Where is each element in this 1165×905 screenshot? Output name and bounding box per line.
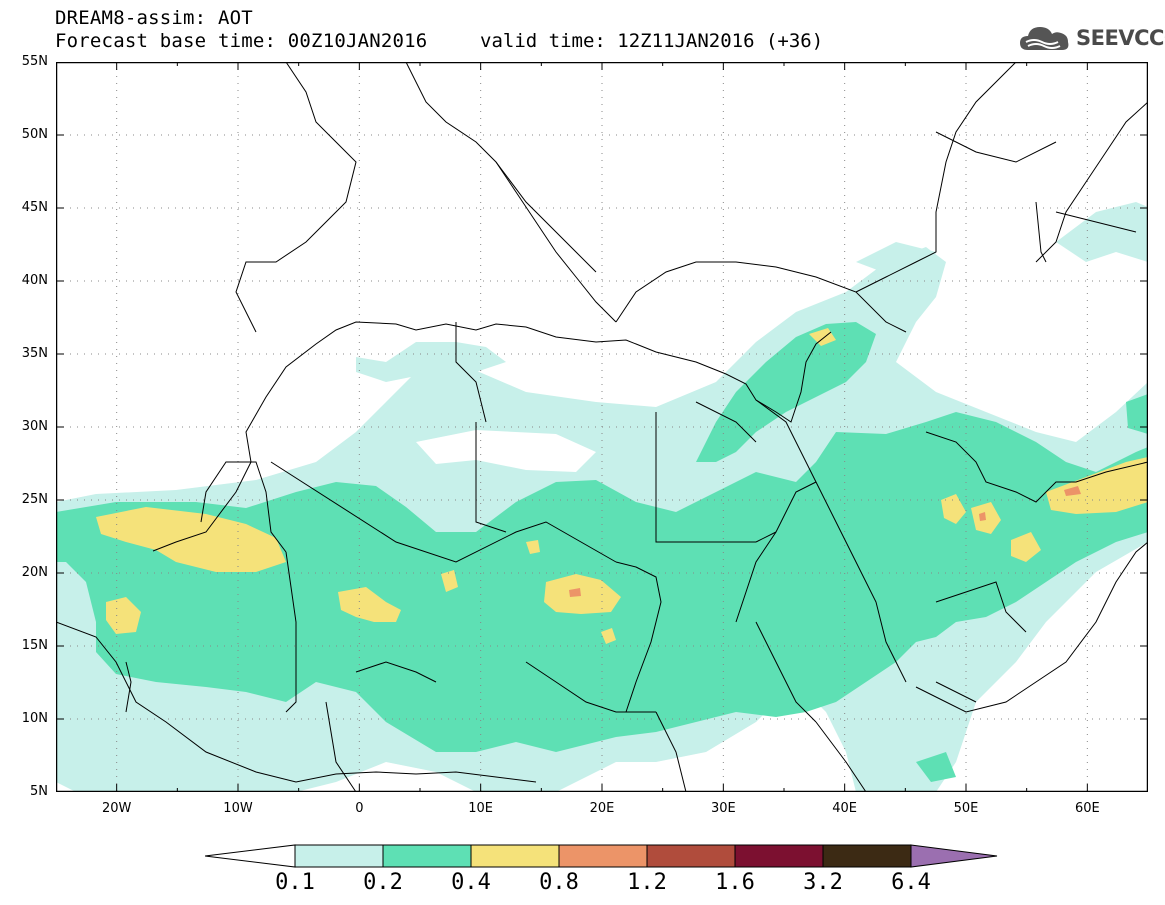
lat-label: 10N (21, 711, 48, 726)
aot-hole (416, 430, 596, 472)
forecast-base-time: Forecast base time: 00Z10JAN2016 (55, 30, 428, 52)
aot-band-0.8 (979, 512, 986, 521)
aot-contour-fills (56, 202, 1148, 792)
aot-band-0.1 (856, 242, 936, 277)
aot-band-0.4 (941, 494, 966, 524)
colorbar-label: 1.2 (627, 870, 667, 895)
aot-band-0.4 (96, 507, 286, 572)
colorbar-bin (646, 844, 736, 868)
aot-band-0.4 (338, 587, 401, 622)
colorbar-bin (734, 844, 824, 868)
aot-band-0.2 (1126, 394, 1148, 434)
lon-label: 0 (355, 801, 364, 816)
lat-label: 20N (21, 565, 48, 580)
colorbar-under-arrow (204, 844, 296, 868)
aot-band-0.4 (971, 502, 1001, 534)
colorbar-bin (294, 844, 384, 868)
colorbar-label: 3.2 (803, 870, 843, 895)
colorbar-bin (822, 844, 912, 868)
aot-map (55, 61, 1149, 793)
lat-label: 45N (21, 200, 48, 215)
colorbar-bin (558, 844, 648, 868)
aot-band-0.4 (1011, 532, 1041, 562)
aot-band-0.8 (569, 588, 581, 597)
aot-band-0.1 (1056, 202, 1148, 262)
aot-band-0.4 (601, 628, 616, 644)
colorbar-label: 1.6 (715, 870, 755, 895)
lon-label: 30E (710, 801, 736, 816)
lat-label: 30N (21, 419, 48, 434)
cloud-icon (1020, 27, 1069, 50)
aot-band-0.1 (356, 342, 506, 382)
colorbar (204, 843, 1000, 869)
logo-text: SEEVCCC (1076, 26, 1165, 50)
aot-band-0.4 (106, 597, 141, 634)
lon-label: 20W (101, 801, 132, 816)
colorbar-label: 0.2 (363, 870, 403, 895)
valid-time: valid time: 12Z11JAN2016 (+36) (480, 30, 824, 52)
map-panel (55, 61, 1149, 793)
lon-label: 60E (1074, 801, 1100, 816)
colorbar-label: 0.4 (451, 870, 491, 895)
lat-label: 35N (21, 346, 48, 361)
aot-band-0.4 (441, 570, 458, 592)
aot-band-0.4 (544, 574, 621, 614)
aot-band-0.4 (526, 540, 540, 554)
colorbar-label: 0.1 (275, 870, 315, 895)
seevccc-logo: SEEVCCC (1018, 22, 1165, 54)
lon-label: 40E (832, 801, 858, 816)
aot-band-0.4 (809, 328, 836, 346)
graticule-grid (56, 62, 1148, 792)
aot-band-0.2 (916, 752, 956, 782)
lon-label: 10E (468, 801, 494, 816)
map-title: DREAM8-assim: AOT (55, 7, 253, 29)
lon-label: 10W (223, 801, 253, 816)
lon-label: 20E (589, 801, 615, 816)
coastline-borders (55, 61, 1149, 793)
lat-label: 15N (21, 638, 48, 653)
colorbar-scale (204, 844, 998, 868)
colorbar-bin (470, 844, 560, 868)
lat-label: 50N (21, 127, 48, 142)
colorbar-bin (382, 844, 472, 868)
lat-label: 40N (21, 273, 48, 288)
lat-label: 55N (21, 54, 48, 69)
aot-band-0.8 (1064, 486, 1081, 496)
colorbar-label: 0.8 (539, 870, 579, 895)
colorbar-label: 6.4 (891, 870, 931, 895)
colorbar-over-arrow (910, 844, 998, 868)
lat-label: 5N (30, 784, 48, 799)
lat-label: 25N (21, 492, 48, 507)
lon-label: 50E (953, 801, 979, 816)
